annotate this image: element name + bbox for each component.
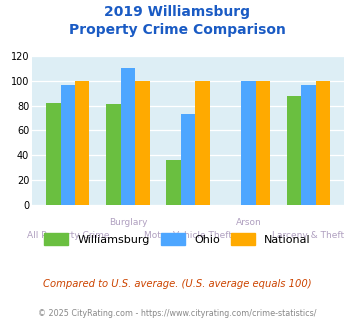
Text: 2019 Williamsburg: 2019 Williamsburg (104, 5, 251, 19)
Text: All Property Crime: All Property Crime (27, 231, 109, 240)
Bar (287, 96, 301, 205)
Bar (106, 104, 121, 205)
Bar (195, 81, 210, 205)
Bar (256, 81, 270, 205)
Bar (121, 68, 135, 205)
Bar (316, 81, 330, 205)
Bar (75, 81, 89, 205)
Bar (301, 84, 316, 205)
Text: Arson: Arson (235, 218, 261, 227)
Legend: Williamsburg, Ohio, National: Williamsburg, Ohio, National (44, 233, 311, 246)
Bar (181, 114, 195, 205)
Text: Property Crime Comparison: Property Crime Comparison (69, 23, 286, 37)
Text: Burglary: Burglary (109, 218, 147, 227)
Text: Compared to U.S. average. (U.S. average equals 100): Compared to U.S. average. (U.S. average … (43, 279, 312, 289)
Bar (61, 84, 75, 205)
Bar (166, 160, 181, 205)
Text: © 2025 CityRating.com - https://www.cityrating.com/crime-statistics/: © 2025 CityRating.com - https://www.city… (38, 309, 317, 317)
Bar (46, 103, 61, 205)
Text: Motor Vehicle Theft: Motor Vehicle Theft (144, 231, 232, 240)
Bar (135, 81, 150, 205)
Bar (241, 81, 256, 205)
Text: Larceny & Theft: Larceny & Theft (272, 231, 345, 240)
